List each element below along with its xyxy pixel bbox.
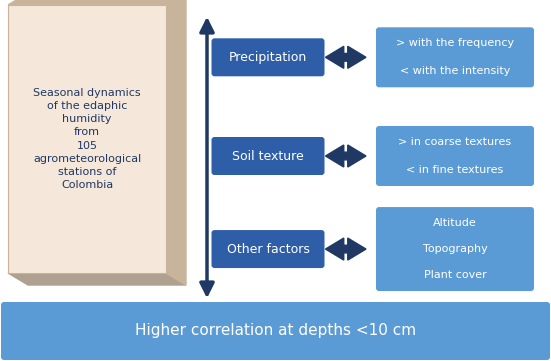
Text: Altitude: Altitude: [433, 218, 477, 228]
Text: < with the intensity: < with the intensity: [400, 66, 510, 76]
FancyBboxPatch shape: [376, 259, 534, 291]
Polygon shape: [326, 46, 366, 68]
FancyBboxPatch shape: [376, 55, 534, 87]
FancyBboxPatch shape: [8, 5, 166, 273]
Polygon shape: [326, 145, 366, 167]
FancyBboxPatch shape: [376, 207, 534, 239]
Polygon shape: [8, 273, 186, 285]
FancyBboxPatch shape: [1, 302, 550, 360]
FancyBboxPatch shape: [212, 137, 325, 175]
Text: < in fine textures: < in fine textures: [407, 165, 504, 175]
Text: > with the frequency: > with the frequency: [396, 38, 514, 48]
Polygon shape: [8, 0, 186, 5]
FancyBboxPatch shape: [212, 38, 325, 76]
FancyBboxPatch shape: [376, 27, 534, 59]
FancyBboxPatch shape: [376, 233, 534, 265]
Text: Seasonal dynamics
of the edaphic
humidity
from
105
agrometeorological
stations o: Seasonal dynamics of the edaphic humidit…: [33, 88, 141, 190]
Polygon shape: [166, 0, 186, 285]
Text: Plant cover: Plant cover: [424, 270, 487, 280]
Text: Other factors: Other factors: [226, 243, 310, 256]
FancyBboxPatch shape: [212, 230, 325, 268]
Polygon shape: [326, 238, 366, 260]
Text: Topography: Topography: [423, 244, 488, 254]
Text: Precipitation: Precipitation: [229, 51, 307, 64]
FancyBboxPatch shape: [376, 126, 534, 158]
Text: Soil texture: Soil texture: [232, 149, 304, 162]
Text: Higher correlation at depths <10 cm: Higher correlation at depths <10 cm: [135, 323, 416, 339]
FancyBboxPatch shape: [376, 154, 534, 186]
Text: > in coarse textures: > in coarse textures: [398, 137, 511, 147]
